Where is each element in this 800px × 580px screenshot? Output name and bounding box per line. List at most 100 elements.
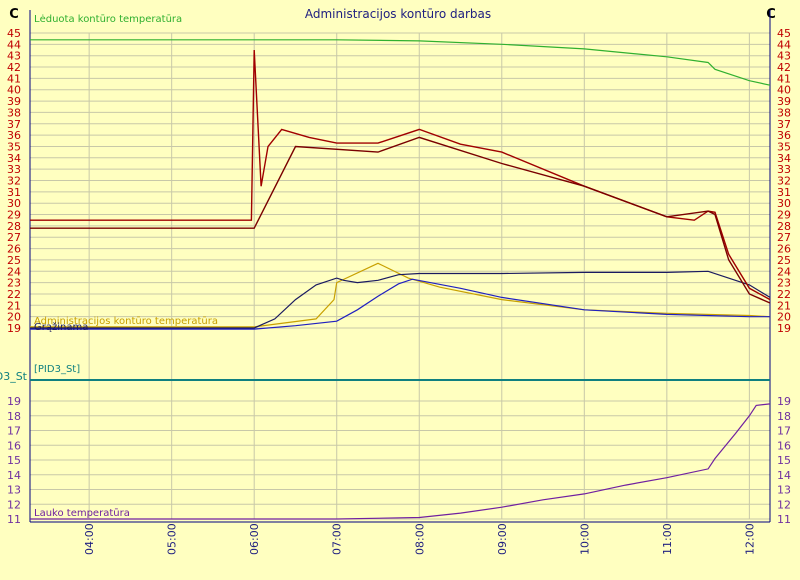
xtick-label: 11:00 [661,523,674,555]
upper-ytick-left: 45 [7,27,21,40]
upper-ytick-left: 26 [7,243,21,256]
xtick-label: 12:00 [743,523,756,555]
upper-ytick-right: 43 [777,50,791,63]
upper-ytick-left: 44 [7,38,21,51]
upper-ytick-left: 38 [7,106,21,119]
series-line [30,270,771,329]
series-label: Grąžinama [34,321,88,333]
upper-ytick-left: 19 [7,322,21,335]
upper-ytick-left: 27 [7,231,21,244]
series-layer [30,39,771,520]
upper-ytick-right: 20 [777,311,791,324]
chart-title: Administracijos kontūro darbas [305,7,491,21]
upper-ytick-right: 27 [777,231,791,244]
upper-ytick-right: 44 [777,38,791,51]
lower-ytick-left: 12 [7,498,21,511]
upper-ytick-left: 31 [7,186,21,199]
pid-axis-label: PID3_St [0,370,28,383]
upper-ytick-right: 25 [777,254,791,267]
xtick-label: 07:00 [331,523,344,555]
upper-ytick-right: 29 [777,209,791,222]
lower-ytick-right: 15 [777,454,791,467]
upper-ytick-left: 22 [7,288,21,301]
upper-ytick-right: 26 [777,243,791,256]
lower-ytick-left: 17 [7,425,21,438]
upper-ytick-left: 25 [7,254,21,267]
upper-ytick-right: 41 [777,72,791,85]
labels-layer: Lėduota kontūro temperatūra Administracij… [0,14,218,519]
upper-ytick-left: 29 [7,209,21,222]
xtick-label: 04:00 [83,523,96,555]
lower-ytick-left: 14 [7,469,21,482]
upper-ytick-right: 24 [777,265,791,278]
series-label: Lėduota kontūro temperatūra [34,14,182,25]
series-line [30,262,771,328]
series-label: Administracijos kontūro temperatūra [34,316,218,327]
left-unit-label: C [9,7,19,22]
lower-ytick-left: 19 [7,395,21,408]
upper-ytick-left: 36 [7,129,21,142]
upper-ytick-right: 22 [777,288,791,301]
lower-ytick-left: 11 [7,513,21,526]
upper-ytick-left: 39 [7,95,21,108]
lower-ytick-right: 11 [777,513,791,526]
xtick-label: 09:00 [496,523,509,555]
lower-ytick-right: 14 [777,469,791,482]
series-line [30,403,771,520]
upper-ytick-right: 31 [777,186,791,199]
upper-ytick-left: 37 [7,118,21,131]
lower-ytick-left: 15 [7,454,21,467]
upper-ytick-right: 30 [777,197,791,210]
upper-ytick-left: 35 [7,140,21,153]
upper-ytick-left: 23 [7,277,21,290]
upper-ytick-left: 34 [7,152,21,165]
upper-ytick-left: 21 [7,299,21,312]
pid-series-label: [PID3_St] [34,364,80,375]
lower-ytick-right: 17 [777,425,791,438]
upper-ytick-right: 23 [777,277,791,290]
upper-ytick-right: 34 [777,152,791,165]
upper-ytick-right: 19 [777,322,791,335]
series-label: Lauko temperatūra [34,508,130,519]
upper-ytick-left: 32 [7,175,21,188]
series-line [30,39,771,86]
lower-ytick-right: 18 [777,410,791,423]
series-line [30,136,771,304]
lower-ytick-right: 19 [777,395,791,408]
lower-ytick-right: 12 [777,498,791,511]
upper-ytick-right: 28 [777,220,791,233]
upper-ytick-right: 33 [777,163,791,176]
upper-ytick-right: 40 [777,84,791,97]
upper-ytick-right: 38 [777,106,791,119]
grid-layer [30,32,770,520]
upper-ytick-left: 42 [7,61,21,74]
series-line [30,278,770,330]
upper-ytick-right: 36 [777,129,791,142]
upper-ytick-left: 40 [7,84,21,97]
upper-ytick-right: 37 [777,118,791,131]
upper-ytick-right: 42 [777,61,791,74]
upper-ytick-left: 24 [7,265,21,278]
right-unit-label: C [766,7,776,22]
lower-ytick-left: 18 [7,410,21,423]
lower-ytick-left: 16 [7,439,21,452]
upper-ytick-left: 30 [7,197,21,210]
upper-ytick-right: 21 [777,299,791,312]
upper-ytick-left: 33 [7,163,21,176]
upper-ytick-right: 35 [777,140,791,153]
upper-ytick-left: 41 [7,72,21,85]
xtick-label: 08:00 [413,523,426,555]
upper-ytick-left: 43 [7,50,21,63]
lower-ytick-right: 16 [777,439,791,452]
series-line [30,49,771,301]
lower-ytick-left: 13 [7,484,21,497]
upper-ytick-right: 32 [777,175,791,188]
xtick-label: 05:00 [166,523,179,555]
upper-ytick-right: 39 [777,95,791,108]
upper-ytick-left: 20 [7,311,21,324]
upper-ytick-left: 28 [7,220,21,233]
upper-ytick-right: 45 [777,27,791,40]
xtick-label: 10:00 [578,523,591,555]
